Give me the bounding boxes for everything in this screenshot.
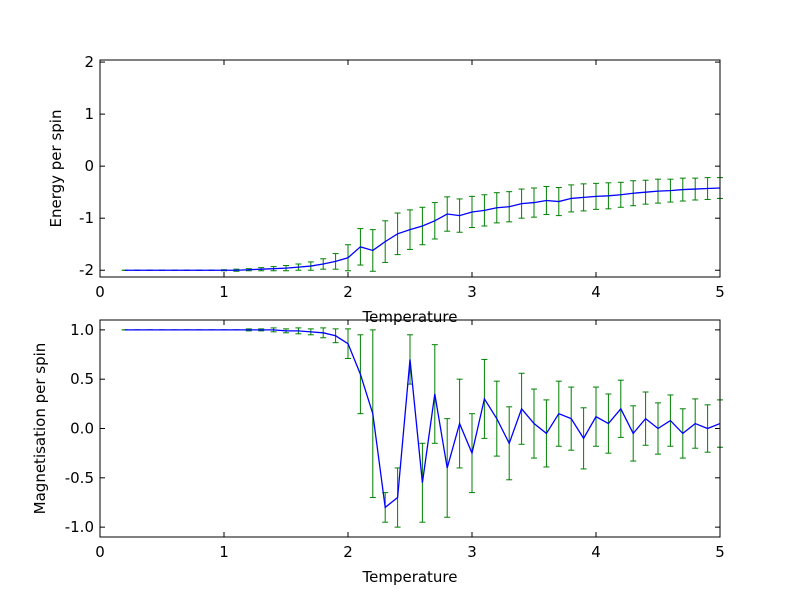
y-tick-label: 0.5 <box>70 370 94 388</box>
y-tick-label: 0 <box>84 157 94 175</box>
y-tick-label: -0.5 <box>65 469 94 487</box>
y-tick-label: -1 <box>79 209 94 227</box>
x-tick-label: 5 <box>715 543 725 561</box>
x-axis-label: Temperature <box>361 308 457 326</box>
x-tick-label: 3 <box>467 283 477 301</box>
x-tick-label: 2 <box>343 543 353 561</box>
x-axis-label: Temperature <box>361 568 457 586</box>
data-line <box>124 187 721 271</box>
x-tick-label: 2 <box>343 283 353 301</box>
y-tick-label: 1.0 <box>70 321 94 339</box>
x-tick-label: 0 <box>95 543 105 561</box>
y-axis-label: Energy per spin <box>47 110 65 228</box>
x-tick-label: 3 <box>467 543 477 561</box>
x-tick-label: 4 <box>591 283 601 301</box>
x-tick-label: 0 <box>95 283 105 301</box>
y-tick-label: 0.0 <box>70 420 94 438</box>
y-tick-label: 1 <box>84 105 94 123</box>
data-line <box>124 329 721 509</box>
x-tick-label: 5 <box>715 283 725 301</box>
x-tick-label: 1 <box>219 543 229 561</box>
y-tick-label: -1.0 <box>65 518 94 536</box>
x-tick-label: 4 <box>591 543 601 561</box>
y-tick-label: -2 <box>79 261 94 279</box>
x-tick-label: 1 <box>219 283 229 301</box>
y-axis-label: Magnetisation per spin <box>31 343 49 515</box>
axes-frame <box>99 59 721 278</box>
y-tick-label: 2 <box>84 53 94 71</box>
